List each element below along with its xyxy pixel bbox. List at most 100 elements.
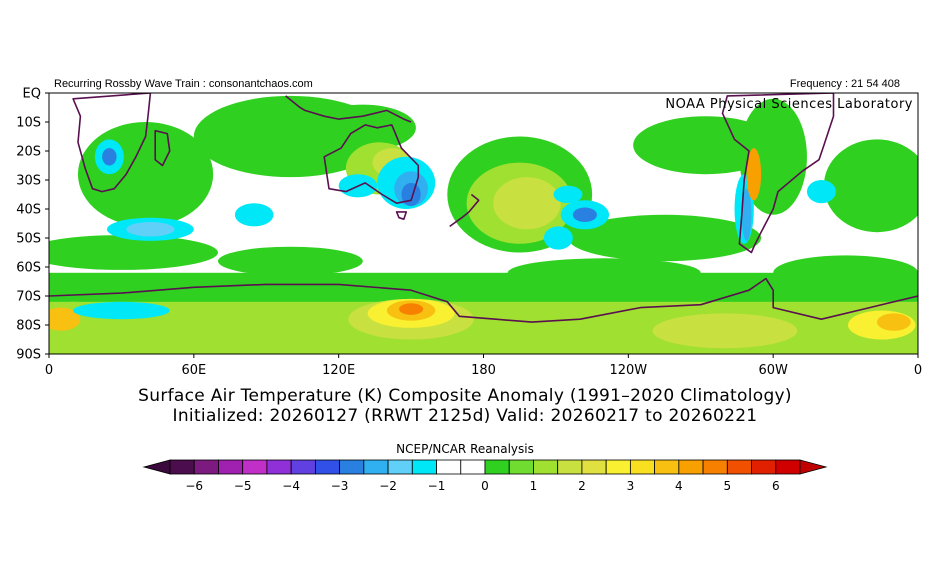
- colorbar-swatch: [484, 459, 510, 475]
- colorbar-swatch: [266, 459, 292, 475]
- colorbar: −6 −5 −4 −3 −2 −1 0 1 2 3 4 5 6: [142, 459, 828, 493]
- coast-south-america: [721, 93, 835, 254]
- shade-ross-green: [507, 258, 701, 288]
- lon-label: 120W: [609, 363, 647, 378]
- colorbar-swatch: [726, 459, 752, 475]
- coast-australia: [323, 124, 420, 204]
- colorbar-swatch: [314, 459, 341, 475]
- lat-label: 70S: [16, 290, 41, 305]
- colorbar-swatch: [193, 459, 219, 475]
- coast-antarctica: [49, 277, 918, 323]
- colorbar-tick-label: −5: [234, 479, 252, 493]
- lon-label: 180: [471, 363, 496, 378]
- colorbar-swatch: [629, 459, 656, 475]
- colorbar-swatch: [218, 459, 244, 475]
- watermark-text: NOAA Physical Sciences Laboratory: [665, 97, 913, 112]
- colorbar-tick-label: −4: [282, 479, 300, 493]
- map-field: [49, 93, 918, 354]
- shade-pacific-gy: [493, 177, 561, 230]
- lat-label: 40S: [16, 203, 41, 218]
- colorbar-swatch: [508, 459, 534, 475]
- shade-cold-chile-core: [741, 188, 752, 241]
- colorbar-tick-label: 3: [627, 479, 635, 493]
- shade-indonesia-green: [309, 104, 416, 151]
- coast-africa: [72, 93, 152, 193]
- colorbar-swatch: [411, 459, 437, 475]
- shade-sindian2-green: [217, 246, 363, 276]
- colorbar-swatch: [242, 459, 268, 475]
- shade-cold-ant-east: [73, 301, 170, 320]
- map-title-line2: Initialized: 20260127 (RRWT 2125d) Valid…: [172, 406, 758, 426]
- colorbar-tick-label: −1: [428, 479, 446, 493]
- shade-cold-sindian-core: [126, 222, 175, 237]
- lon-label: 0: [45, 363, 53, 378]
- shade-ant-west-o: [49, 307, 81, 331]
- colorbar-tick-label: −3: [331, 479, 349, 493]
- colorbar-swatch: [557, 459, 583, 475]
- colorbar-swatch: [169, 459, 195, 475]
- colorbar-swatch: [290, 459, 316, 475]
- lon-label: 60E: [181, 363, 206, 378]
- colorbar-low-arrow: [142, 459, 171, 475]
- colorbar-tick-label: −6: [185, 479, 203, 493]
- colorbar-tick-label: 1: [530, 479, 538, 493]
- colorbar-label: NCEP/NCAR Reanalysis: [396, 442, 534, 456]
- shade-cold-indian2: [234, 203, 274, 227]
- shade-satl-green: [773, 255, 918, 291]
- lat-label: EQ: [23, 87, 41, 102]
- colorbar-swatch: [605, 459, 631, 475]
- colorbar-tick-label: 2: [578, 479, 586, 493]
- colorbar-swatch: [702, 459, 728, 475]
- colorbar-swatch: [387, 459, 413, 475]
- shade-cold-pac2: [543, 226, 573, 250]
- shade-cold-uruguay: [806, 180, 836, 204]
- shade-ant-pen-gy: [652, 313, 798, 349]
- colorbar-tick-label: 0: [481, 479, 489, 493]
- lat-label: 90S: [16, 348, 41, 363]
- colorbar-swatch: [339, 459, 365, 475]
- colorbar-swatch: [654, 459, 680, 475]
- coast-tasmania: [395, 211, 408, 220]
- shade-warm-andes: [746, 148, 762, 201]
- shade-atlantic-green: [823, 139, 918, 233]
- coast-madagascar: [154, 129, 171, 167]
- lon-label: 120E: [322, 363, 355, 378]
- header-source-text: Recurring Rossby Wave Train : consonantc…: [54, 78, 313, 90]
- lat-label: 10S: [16, 116, 41, 131]
- lat-label: 50S: [16, 232, 41, 247]
- colorbar-swatch: [436, 459, 462, 475]
- anomaly-map: EQ 10S 20S 30S 40S 50S 60S 70S 80S 90S 0 60E 120E 180…: [16, 87, 922, 379]
- shade-cold-pac1-core: [572, 207, 597, 223]
- shade-spac-green: [567, 214, 762, 262]
- colorbar-swatch: [363, 459, 389, 475]
- coastlines: [49, 93, 918, 323]
- colorbar-swatch: [460, 459, 486, 475]
- lat-label: 80S: [16, 319, 41, 334]
- colorbar-tick-label: 5: [723, 479, 731, 493]
- colorbar-tick-label: 4: [675, 479, 683, 493]
- lat-label: 20S: [16, 145, 41, 160]
- colorbar-swatch: [581, 459, 607, 475]
- colorbar-tick-label: −2: [379, 479, 397, 493]
- coast-new-zealand: [449, 193, 480, 228]
- lat-label: 30S: [16, 174, 41, 189]
- colorbar-tick-label: 6: [772, 479, 780, 493]
- shade-south-ocean-band: [49, 272, 918, 291]
- colorbar-swatch: [533, 459, 559, 475]
- header-frequency-text: Frequency : 21 54 408: [789, 78, 900, 90]
- coast-indonesia: [285, 95, 412, 123]
- shade-cold-pac3: [553, 185, 583, 204]
- colorbar-swatch: [751, 459, 777, 475]
- lon-label: 60W: [758, 363, 788, 378]
- shade-ant-weddell-o: [876, 313, 911, 331]
- colorbar-swatch: [775, 459, 801, 475]
- colorbar-high-arrow: [799, 459, 828, 475]
- colorbar-swatch: [678, 459, 704, 475]
- lat-label: 60S: [16, 261, 41, 276]
- shade-sindian-green: [49, 235, 218, 270]
- shade-cold-safrica-core: [102, 148, 117, 166]
- lon-label: 0: [914, 363, 922, 378]
- map-title-line1: Surface Air Temperature (K) Composite An…: [138, 386, 792, 406]
- shade-cold-eaus-core: [401, 182, 421, 207]
- shade-ant-core-or: [399, 303, 424, 315]
